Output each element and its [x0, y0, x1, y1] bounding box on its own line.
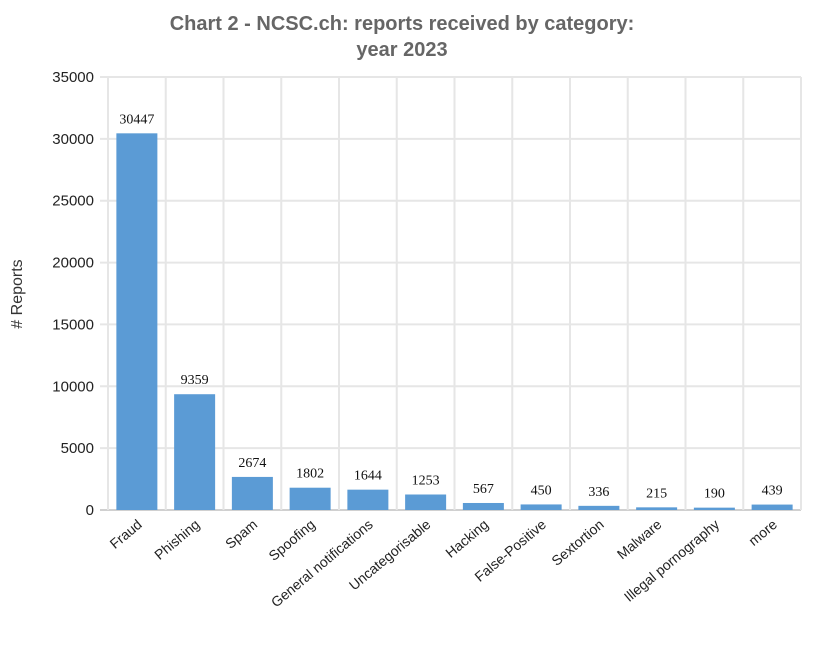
x-tick-label: Hacking — [442, 516, 491, 561]
bar-11 — [693, 507, 735, 510]
y-tick-label: 5000 — [61, 440, 94, 457]
y-tick-label: 0 — [86, 502, 94, 519]
bar-5 — [347, 489, 389, 510]
data-label: 30447 — [119, 112, 154, 127]
y-axis-label: # Reports — [9, 259, 26, 328]
y-tick-label: 10000 — [52, 378, 94, 395]
bar-12 — [751, 504, 793, 510]
chart-title-line-2: year 2023 — [356, 39, 447, 61]
data-label: 336 — [588, 485, 609, 500]
data-label: 9359 — [181, 373, 209, 388]
data-label: 215 — [646, 486, 667, 501]
bar-3 — [231, 476, 273, 510]
x-tick-label: Malware — [614, 516, 665, 562]
bar-9 — [578, 505, 620, 510]
data-label: 2674 — [238, 456, 266, 471]
y-tick-label: 20000 — [52, 255, 94, 272]
bar-2 — [174, 394, 216, 510]
x-tick-label: Spoofing — [265, 516, 318, 564]
x-tick-label: General notifications — [268, 516, 376, 610]
data-label: 1253 — [412, 473, 440, 488]
data-label: 450 — [531, 483, 552, 498]
chart-title-line-1: Chart 2 - NCSC.ch: reports received by c… — [170, 13, 635, 35]
bar-4 — [289, 487, 331, 510]
bar-8 — [520, 504, 562, 510]
bar-7 — [462, 502, 504, 510]
x-tick-label: more — [745, 516, 780, 549]
bar-6 — [405, 494, 447, 510]
x-tick-label: Sextortion — [548, 516, 607, 569]
y-tick-label: 15000 — [52, 316, 94, 333]
x-tick-label: Phishing — [151, 516, 202, 563]
gridlines — [100, 76, 802, 511]
bar-10 — [636, 507, 678, 510]
data-labels: 30447 9359 2674 1802 1644 1253 567 450 336 215 190… — [119, 112, 782, 501]
x-tick-label: Illegal pornography — [621, 516, 723, 605]
y-axis-ticks: 0 5000 10000 15000 20000 25000 30000 35000 — [52, 69, 94, 519]
y-tick-label: 35000 — [52, 69, 94, 86]
x-tick-label: Spam — [222, 516, 260, 552]
y-tick-label: 25000 — [52, 193, 94, 210]
y-tick-label: 30000 — [52, 131, 94, 148]
x-tick-label: Fraud — [106, 516, 144, 552]
data-label: 439 — [762, 484, 783, 499]
data-label: 190 — [704, 487, 725, 502]
bars — [116, 133, 793, 510]
bar-1 — [116, 133, 158, 510]
data-label: 567 — [473, 482, 494, 497]
data-label: 1644 — [354, 469, 382, 484]
data-label: 1802 — [296, 467, 324, 482]
